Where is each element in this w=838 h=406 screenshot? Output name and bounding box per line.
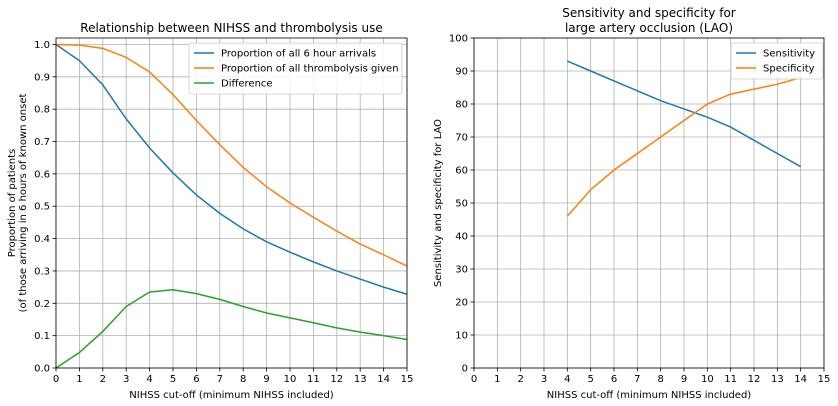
x-tick-label: 0 bbox=[53, 374, 59, 385]
y-tick-label: 1.0 bbox=[34, 40, 50, 51]
legend-label: Specificity bbox=[763, 64, 815, 75]
x-tick-label: 5 bbox=[587, 374, 593, 385]
x-tick-label: 2 bbox=[100, 374, 106, 385]
x-tick-label: 1 bbox=[76, 374, 82, 385]
x-tick-label: 7 bbox=[217, 374, 223, 385]
y-tick-label: 50 bbox=[455, 199, 468, 210]
y-tick-label: 0.5 bbox=[34, 202, 50, 213]
plot-frame bbox=[55, 37, 408, 369]
legend-label: Difference bbox=[221, 79, 273, 90]
y-tick-label: 10 bbox=[455, 331, 468, 342]
series-line-2 bbox=[566, 76, 801, 217]
y-tick-label: 0.1 bbox=[34, 331, 50, 342]
x-tick-label: 4 bbox=[146, 374, 152, 385]
y-tick-label: 90 bbox=[455, 67, 468, 78]
y-tick-label: 0.3 bbox=[34, 266, 50, 277]
x-tick-label: 12 bbox=[330, 374, 343, 385]
x-tick-label: 8 bbox=[657, 374, 663, 385]
y-tick-label: 20 bbox=[455, 298, 468, 309]
y-tick-label: 100 bbox=[449, 34, 468, 45]
legend-box bbox=[730, 42, 824, 80]
x-tick-label: 2 bbox=[517, 374, 523, 385]
y-tick-label: 0.6 bbox=[34, 169, 50, 180]
y-tick-label: 30 bbox=[455, 265, 468, 276]
chart-title: large artery occlusion (LAO) bbox=[565, 21, 733, 35]
x-tick-label: 7 bbox=[634, 374, 640, 385]
series-line-1 bbox=[55, 43, 408, 295]
right-chart: 0 1 2 3 4 5 6 7 8 9 10 11 12 13 14 15010203040506070809… bbox=[433, 6, 830, 401]
x-tick-label: 14 bbox=[794, 374, 807, 385]
y-axis-label: (of those arriving in 6 hours of known o… bbox=[18, 94, 29, 313]
y-tick-label: 0.9 bbox=[34, 72, 50, 83]
x-tick-label: 13 bbox=[354, 374, 367, 385]
y-tick-label: 0.8 bbox=[34, 105, 50, 116]
x-tick-label: 10 bbox=[701, 374, 714, 385]
left-chart: 0 1 2 3 4 5 6 7 8 9 10 11 12 13 14 150.00.10.20.30.40.5… bbox=[7, 21, 413, 401]
y-tick-label: 80 bbox=[455, 100, 468, 111]
x-tick-label: 8 bbox=[240, 374, 246, 385]
legend-label: Proportion of all 6 hour arrivals bbox=[221, 49, 376, 60]
y-tick-label: 40 bbox=[455, 232, 468, 243]
y-axis-label: Proportion of patients bbox=[7, 149, 18, 257]
y-tick-label: 60 bbox=[455, 166, 468, 177]
x-tick-label: 13 bbox=[771, 374, 784, 385]
x-tick-label: 5 bbox=[170, 374, 176, 385]
x-tick-label: 11 bbox=[307, 374, 320, 385]
y-tick-label: 0.7 bbox=[34, 137, 50, 148]
x-tick-label: 0 bbox=[471, 374, 477, 385]
series-line-1 bbox=[567, 60, 802, 168]
x-tick-label: 4 bbox=[564, 374, 570, 385]
y-tick-label: 70 bbox=[455, 133, 468, 144]
x-tick-label: 3 bbox=[123, 374, 129, 385]
y-tick-label: 0 bbox=[462, 364, 468, 375]
y-axis-label: Sensitivity and specificity for LAO bbox=[433, 119, 444, 287]
x-tick-label: 6 bbox=[611, 374, 617, 385]
chart-title: Sensitivity and specificity for bbox=[562, 6, 736, 20]
x-tick-label: 1 bbox=[494, 374, 500, 385]
series-line-3 bbox=[55, 288, 408, 369]
series-line-2 bbox=[55, 43, 408, 267]
legend-label: Sensitivity bbox=[763, 49, 815, 60]
x-tick-label: 12 bbox=[748, 374, 761, 385]
chart-title: Relationship between NIHSS and thromboly… bbox=[80, 21, 382, 35]
x-axis-label: NIHSS cut-off (minimum NIHSS included) bbox=[129, 390, 333, 401]
x-tick-label: 10 bbox=[284, 374, 297, 385]
x-tick-label: 9 bbox=[263, 374, 269, 385]
x-axis-label: NIHSS cut-off (minimum NIHSS included) bbox=[547, 390, 751, 401]
legend-box bbox=[188, 42, 403, 95]
x-tick-label: 6 bbox=[193, 374, 199, 385]
x-tick-label: 14 bbox=[377, 374, 390, 385]
legend-label: Proportion of all thrombolysis given bbox=[221, 64, 399, 75]
x-tick-label: 15 bbox=[818, 374, 831, 385]
x-tick-label: 9 bbox=[681, 374, 687, 385]
y-tick-label: 0.2 bbox=[34, 299, 50, 310]
y-tick-label: 0.0 bbox=[34, 364, 50, 375]
x-tick-label: 15 bbox=[401, 374, 414, 385]
y-tick-label: 0.4 bbox=[34, 234, 50, 245]
x-tick-label: 3 bbox=[541, 374, 547, 385]
x-tick-label: 11 bbox=[724, 374, 737, 385]
